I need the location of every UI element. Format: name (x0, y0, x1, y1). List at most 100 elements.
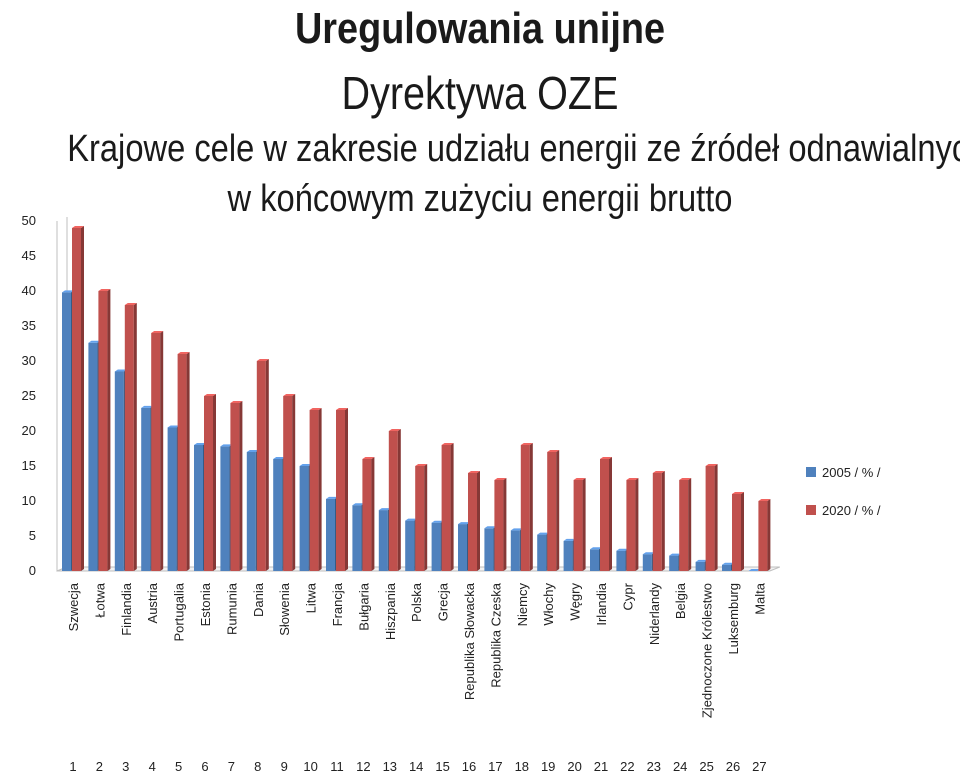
bar-2020-12-top (362, 457, 375, 459)
x-index-label: 11 (330, 759, 344, 774)
bar-2005-10-front (299, 466, 309, 571)
bar-2005-12-top (352, 503, 365, 506)
x-index-label: 4 (149, 759, 156, 774)
bar-2020-22-side (635, 478, 639, 571)
bar-2020-9-front (283, 396, 293, 571)
bar-2005-12-front (352, 505, 362, 571)
bar-2005-21-top (590, 547, 602, 550)
bar-2005-6-front (194, 445, 203, 571)
bar-2005-11-front (326, 498, 335, 571)
bar-2005-5-front (167, 427, 177, 571)
y-tick-label: 15 (22, 458, 36, 473)
legend-item-2005: 2005 / % / (806, 462, 881, 482)
x-category-label: Dania (251, 582, 266, 617)
bar-2005-2-top (88, 340, 101, 343)
bar-2020-7 (230, 401, 243, 571)
bar-2020-27-top (758, 499, 771, 501)
bar-2005-4-top (141, 405, 154, 408)
bar-2020-19-side (556, 450, 560, 571)
bar-2020-6-side (213, 394, 216, 571)
bar-2020-15-front (441, 445, 451, 571)
bar-2020-16-top (468, 471, 480, 473)
x-index-label: 23 (647, 759, 661, 774)
bar-2005-17-top (484, 526, 497, 529)
bar-2005-21-front (590, 549, 599, 571)
y-tick-label: 40 (22, 283, 36, 298)
bar-2020-10-side (318, 408, 322, 571)
x-index-label: 27 (752, 759, 766, 774)
bar-2005-19-top (537, 532, 550, 535)
bar-2020-13-side (397, 429, 401, 571)
bar-2020-4-side (160, 331, 164, 571)
bar-2020-8 (256, 359, 269, 571)
x-category-label: Włochy (541, 583, 556, 626)
bar-2020-13 (388, 429, 401, 571)
bar-2020-7-side (239, 401, 243, 571)
bar-2020-6 (204, 394, 216, 571)
x-category-label: Republika Słowacka (462, 582, 477, 700)
x-category-label: Niemcy (515, 583, 530, 627)
bar-2020-4-top (151, 331, 164, 333)
x-category-label: Węgry (568, 583, 583, 621)
y-tick-label: 25 (22, 388, 36, 403)
bar-2005-19-front (537, 534, 547, 571)
x-index-label: 19 (541, 759, 555, 774)
x-category-label: Zjednoczone Królestwo (700, 583, 715, 718)
x-index-label: 16 (462, 759, 476, 774)
subtitle: Dyrektywa OZE (341, 67, 619, 119)
bar-2020-17 (494, 478, 507, 571)
bar-2020-10-top (309, 408, 322, 410)
bar-2005-7-front (220, 446, 230, 571)
bar-2005-9-front (273, 459, 283, 571)
bar-2005-27 (748, 569, 761, 571)
bar-2005-1-top (62, 290, 74, 293)
bar-2020-10-front (309, 410, 319, 571)
bar-2005-22-front (616, 550, 626, 571)
bar-2020-21-side (609, 457, 612, 571)
bar-2005-20-front (563, 540, 573, 571)
bar-2005-13-front (378, 510, 388, 571)
bar-2020-15-top (441, 443, 454, 445)
x-index-label: 6 (201, 759, 208, 774)
x-category-label: Luksemburg (726, 583, 741, 655)
y-tick-label: 0 (29, 563, 36, 578)
x-index-label: 5 (175, 759, 182, 774)
x-category-label: Rumunia (224, 582, 239, 635)
bar-2020-15-side (450, 443, 454, 571)
x-category-label: Republika Czeska (488, 582, 503, 688)
bar-2020-7-top (230, 401, 243, 403)
bar-2005-14-top (405, 518, 418, 521)
x-index-label: 1 (69, 759, 76, 774)
x-category-label: Finlandia (119, 582, 134, 636)
bar-2005-7-top (220, 444, 233, 447)
bar-2005-5-top (167, 425, 180, 428)
bar-2020-7-front (230, 403, 240, 571)
bar-2020-11-front (336, 410, 345, 571)
x-index-label: 10 (303, 759, 317, 774)
bar-2020-17-front (494, 480, 504, 571)
bar-2020-19-front (547, 452, 557, 571)
chart-title-line-2: w końcowym zużyciu energii brutto (227, 178, 733, 220)
x-category-label: Malta (752, 582, 767, 615)
x-category-label: Irlandia (594, 582, 609, 625)
bar-2005-9-top (273, 457, 286, 459)
bar-2020-9-top (283, 394, 296, 396)
bar-2005-1-front (62, 292, 71, 571)
bar-2020-12-front (362, 459, 372, 571)
bar-2005-26-front (722, 564, 731, 571)
bar-2020-1-front (72, 228, 81, 571)
bar-2020-20-top (573, 478, 586, 480)
bar-2005-14-front (405, 520, 415, 571)
chart-labels: 05101520253035404550Szwecja1Łotwa2Finlan… (22, 213, 768, 774)
x-index-label: 24 (673, 759, 687, 774)
x-index-label: 13 (383, 759, 397, 774)
x-category-label: Grecja (436, 582, 451, 621)
x-index-label: 3 (122, 759, 129, 774)
bar-2020-21-top (600, 457, 612, 459)
bar-2005-10-top (299, 464, 312, 466)
legend-swatch-2005 (806, 467, 816, 477)
x-index-label: 14 (409, 759, 423, 774)
x-index-label: 12 (356, 759, 370, 774)
bar-2020-24-front (679, 480, 689, 571)
